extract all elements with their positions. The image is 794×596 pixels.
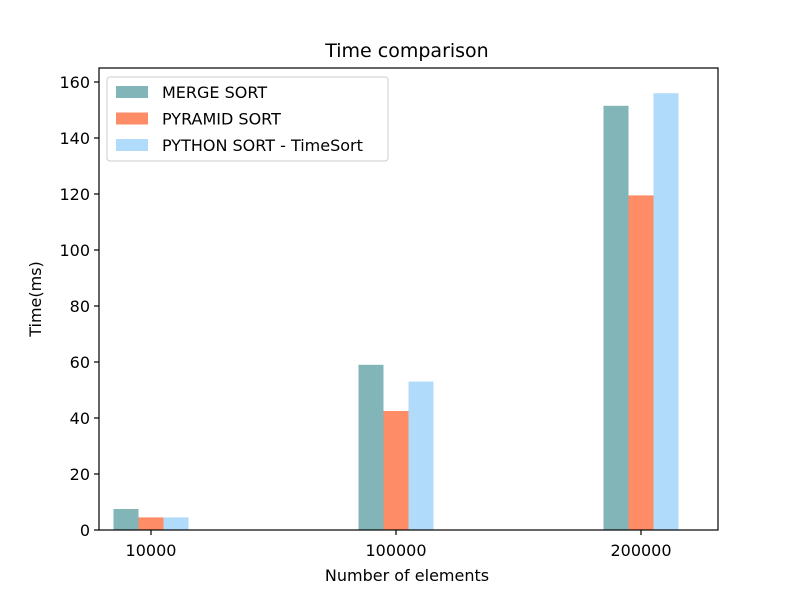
legend-label: MERGE SORT [162,83,267,102]
y-tick-label: 140 [59,129,90,148]
legend-swatch [116,86,148,98]
legend-label: PYTHON SORT - TimeSort [162,136,363,155]
x-axis-title: Number of elements [325,566,489,585]
bar-pyramid-sort-100000 [383,411,409,530]
bars-layer [113,93,679,531]
y-tick-label: 40 [70,409,90,428]
legend-box [106,76,389,162]
chart-title: Time comparison [324,40,488,62]
bar-pyramid-sort-10000 [138,517,164,530]
bar-pyramid-sort-200000 [628,195,654,530]
y-tick-label: 100 [59,241,90,260]
y-axis-title: Time(ms) [26,261,45,338]
legend-label: PYRAMID SORT [162,110,281,129]
bar-merge-sort-10000 [113,509,139,530]
bar-merge-sort-100000 [358,364,384,530]
y-tick-label: 60 [70,353,90,372]
bar-merge-sort-200000 [603,105,629,531]
y-tick-label: 20 [70,465,90,484]
y-tick-label: 120 [59,185,90,204]
bar-python-sort-timesort-200000 [653,93,679,530]
y-tick-label: 0 [80,521,90,540]
bar-python-sort-timesort-100000 [408,381,434,530]
legend: MERGE SORT PYRAMID SORT PYTHON SORT - Time… [106,76,389,162]
x-tick-label: 200000 [610,541,671,560]
legend-swatch [116,139,148,151]
y-tick-label: 80 [70,297,90,316]
legend-swatch [116,112,148,125]
plot-frame [98,67,719,531]
axes-layer: 0 20 40 60 80 100 120 140 160 10000 100000 200000 [59,67,719,560]
bar-python-sort-timesort-10000 [163,517,189,530]
y-tick-label: 160 [59,73,90,92]
x-tick-label: 10000 [126,541,177,560]
x-tick-label: 100000 [365,541,426,560]
